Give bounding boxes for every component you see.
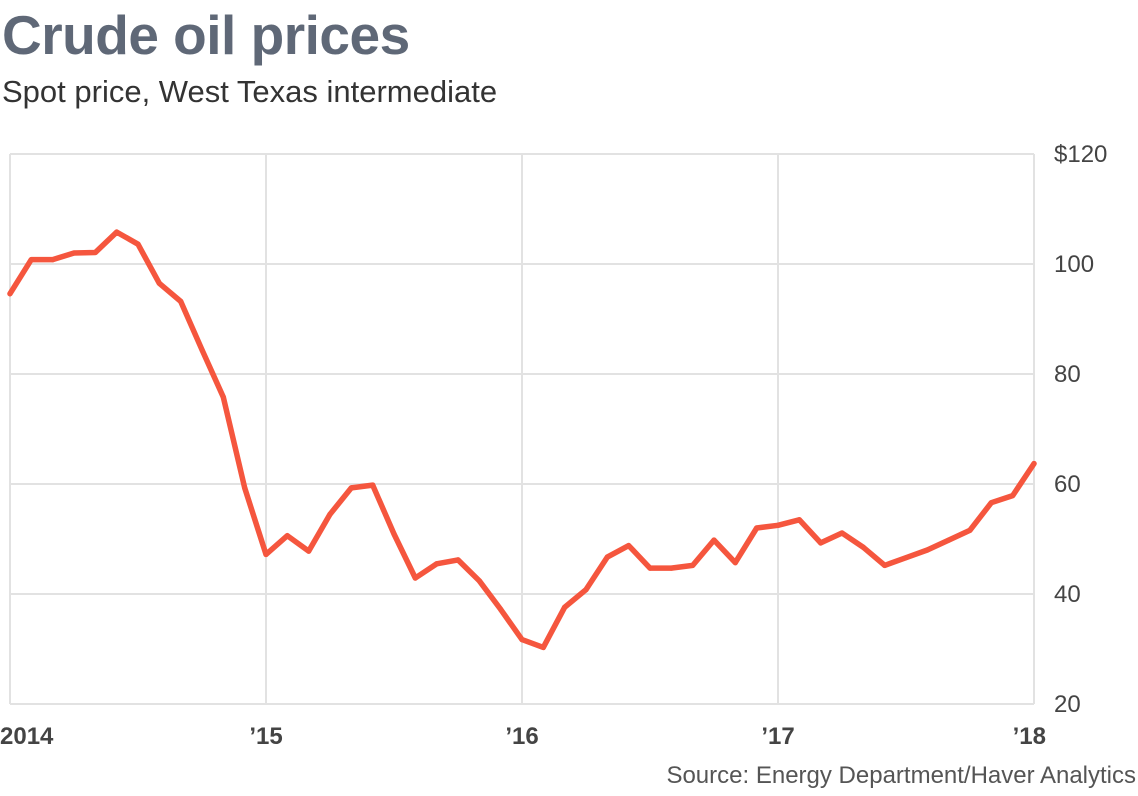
data-point bbox=[882, 562, 888, 569]
data-point bbox=[92, 249, 98, 256]
data-point bbox=[540, 644, 546, 650]
data-point bbox=[498, 606, 504, 613]
data-point bbox=[327, 511, 333, 517]
x-tick-label: ’16 bbox=[505, 723, 538, 750]
data-point bbox=[242, 485, 248, 491]
data-point bbox=[348, 485, 354, 491]
x-tick-label: 2014 bbox=[0, 723, 54, 750]
x-tick-label: ’18 bbox=[1013, 723, 1046, 750]
data-point bbox=[604, 554, 610, 560]
data-point bbox=[818, 540, 824, 546]
data-point bbox=[796, 517, 802, 523]
y-tick-label: 40 bbox=[1054, 581, 1081, 608]
x-tick-label: ’15 bbox=[249, 723, 282, 750]
data-point bbox=[1010, 492, 1016, 499]
series-layer bbox=[7, 229, 1037, 651]
data-point bbox=[306, 548, 312, 554]
data-point bbox=[690, 562, 696, 569]
chart-subtitle: Spot price, West Texas intermediate bbox=[2, 74, 498, 109]
data-point bbox=[455, 557, 461, 563]
data-point bbox=[647, 565, 653, 571]
x-tick-label: ’17 bbox=[761, 723, 794, 750]
data-point bbox=[967, 527, 973, 533]
y-tick-label: 20 bbox=[1054, 691, 1081, 718]
data-point bbox=[476, 578, 482, 584]
data-point bbox=[220, 394, 226, 400]
data-point bbox=[391, 531, 397, 537]
grid bbox=[9, 153, 1035, 705]
y-tick-label: 100 bbox=[1054, 251, 1094, 278]
data-point bbox=[28, 257, 34, 263]
data-point bbox=[626, 543, 632, 549]
data-point bbox=[412, 575, 418, 581]
data-point bbox=[711, 537, 717, 543]
data-point bbox=[1031, 461, 1037, 467]
data-point bbox=[839, 530, 845, 536]
data-point bbox=[199, 347, 205, 353]
x-axis-labels: 2014 ’15 ’16 ’17 ’18 bbox=[0, 723, 1046, 750]
data-point bbox=[583, 587, 589, 593]
y-tick-label: 60 bbox=[1054, 471, 1081, 498]
data-point bbox=[7, 291, 13, 297]
data-point bbox=[668, 565, 674, 571]
data-point bbox=[562, 604, 568, 610]
y-tick-label: 80 bbox=[1054, 361, 1081, 388]
data-point bbox=[732, 560, 738, 566]
chart-title: Crude oil prices bbox=[2, 4, 410, 66]
data-point bbox=[946, 537, 952, 543]
data-point bbox=[284, 533, 290, 539]
data-point bbox=[924, 547, 930, 553]
data-point bbox=[860, 544, 866, 550]
data-point bbox=[156, 280, 162, 286]
data-point bbox=[71, 250, 77, 256]
data-point bbox=[178, 298, 184, 304]
data-point bbox=[370, 482, 376, 488]
data-point bbox=[135, 241, 141, 247]
data-point bbox=[775, 522, 781, 528]
data-point bbox=[519, 637, 525, 643]
y-tick-label: $120 bbox=[1054, 141, 1107, 168]
data-point bbox=[434, 561, 440, 567]
data-point bbox=[903, 555, 909, 561]
y-axis-labels: $120 100 80 60 40 20 bbox=[1054, 141, 1107, 718]
data-point bbox=[114, 229, 120, 235]
data-point bbox=[754, 525, 760, 531]
data-point bbox=[50, 257, 56, 263]
source-note: Source: Energy Department/Haver Analytic… bbox=[666, 762, 1136, 789]
data-point bbox=[988, 500, 994, 506]
data-point bbox=[263, 551, 269, 558]
